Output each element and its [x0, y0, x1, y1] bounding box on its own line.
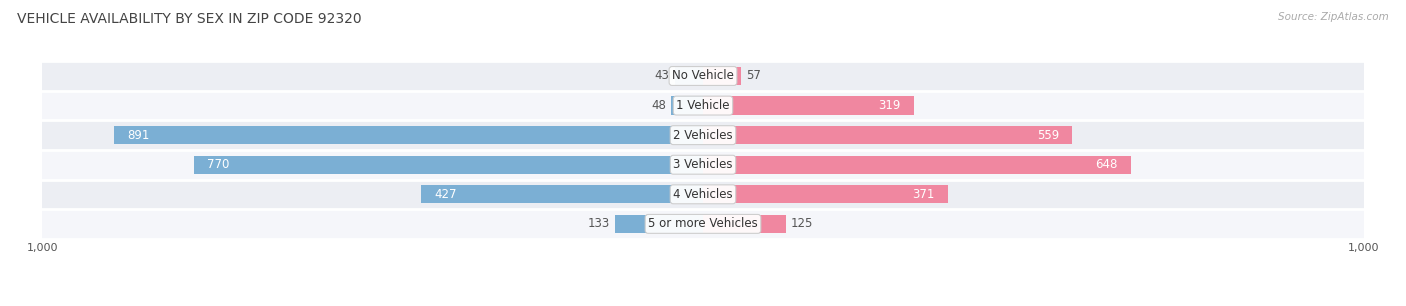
Text: 125: 125	[792, 217, 813, 230]
Text: 371: 371	[912, 188, 935, 201]
Bar	[42, 209, 1364, 239]
Bar	[671, 96, 703, 115]
Text: 648: 648	[1095, 158, 1118, 171]
Bar	[42, 61, 1364, 91]
Bar	[614, 215, 703, 233]
Text: 559: 559	[1038, 129, 1059, 142]
Bar	[194, 155, 703, 174]
Text: 3 Vehicles: 3 Vehicles	[673, 158, 733, 171]
Bar	[703, 67, 741, 85]
Text: 1 Vehicle: 1 Vehicle	[676, 99, 730, 112]
Bar	[703, 126, 1073, 144]
Text: 2 Vehicles: 2 Vehicles	[673, 129, 733, 142]
Bar	[703, 215, 786, 233]
Text: Source: ZipAtlas.com: Source: ZipAtlas.com	[1278, 12, 1389, 22]
Bar	[703, 155, 1132, 174]
Text: No Vehicle: No Vehicle	[672, 69, 734, 83]
Bar	[703, 185, 948, 203]
Text: 57: 57	[747, 69, 761, 83]
Text: 891: 891	[128, 129, 150, 142]
Text: 427: 427	[434, 188, 457, 201]
Bar	[675, 67, 703, 85]
Text: 43: 43	[654, 69, 669, 83]
Bar	[114, 126, 703, 144]
Text: 48: 48	[651, 99, 666, 112]
Legend: Male, Female: Male, Female	[634, 303, 772, 306]
Bar	[420, 185, 703, 203]
Text: 319: 319	[879, 99, 901, 112]
Bar	[42, 120, 1364, 150]
Text: 5 or more Vehicles: 5 or more Vehicles	[648, 217, 758, 230]
Text: VEHICLE AVAILABILITY BY SEX IN ZIP CODE 92320: VEHICLE AVAILABILITY BY SEX IN ZIP CODE …	[17, 12, 361, 26]
Text: 770: 770	[207, 158, 229, 171]
Bar	[42, 91, 1364, 120]
Text: 133: 133	[588, 217, 610, 230]
Bar	[42, 150, 1364, 180]
Bar	[703, 96, 914, 115]
Text: 4 Vehicles: 4 Vehicles	[673, 188, 733, 201]
Bar	[42, 180, 1364, 209]
